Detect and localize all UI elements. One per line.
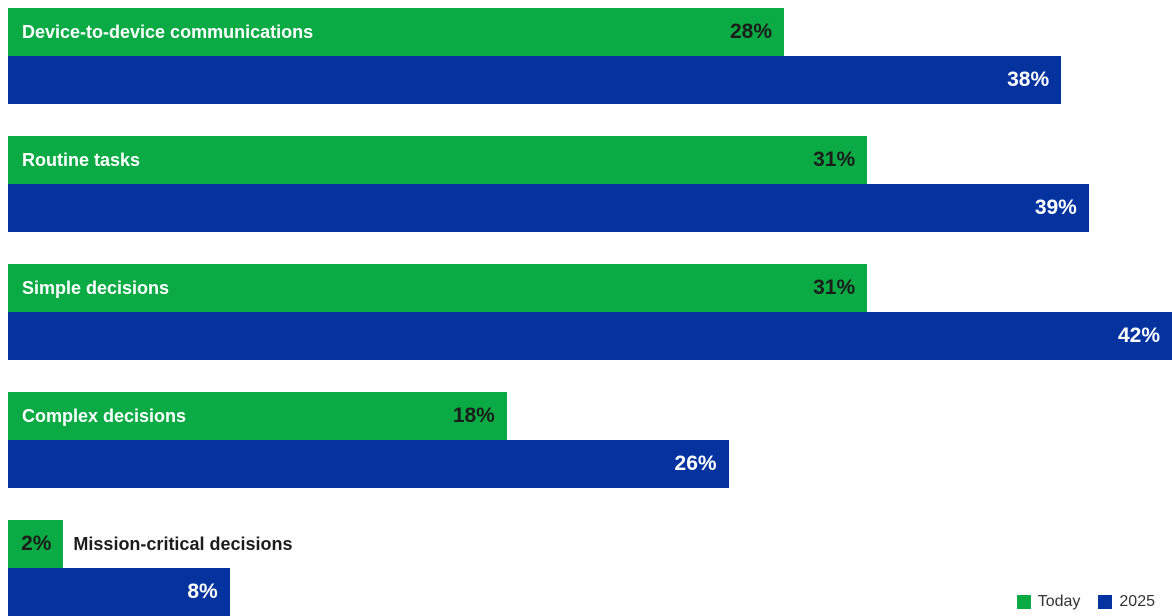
value-label-2025: 8% (187, 580, 218, 603)
bar-2025 (8, 568, 230, 616)
legend-label-today: Today (1037, 593, 1081, 610)
legend-swatch-2025 (1098, 595, 1113, 609)
value-label-today: 2% (21, 532, 52, 555)
bar-today (8, 520, 64, 568)
value-label-today: 31% (813, 276, 856, 299)
bar-today (8, 392, 507, 440)
bar-today (8, 8, 784, 56)
bar-2025 (8, 184, 1089, 232)
legend-item-2025: 2025 (1098, 593, 1155, 611)
legend: Today 2025 (999, 593, 1155, 611)
legend-swatch-today (1016, 595, 1031, 609)
category-label: Mission-critical decisions (73, 534, 293, 554)
legend-item-today: Today (1016, 593, 1081, 611)
value-label-today: 28% (729, 20, 772, 43)
value-label-2025: 26% (674, 452, 717, 475)
bar-2025 (8, 56, 1062, 104)
value-label-today: 18% (452, 404, 495, 427)
value-label-today: 31% (813, 148, 856, 171)
bar-today (8, 264, 868, 312)
category-label: Device-to-device communications (22, 22, 314, 42)
bar-2025 (8, 312, 1172, 360)
value-label-2025: 39% (1034, 196, 1077, 219)
category-label: Complex decisions (22, 406, 187, 426)
category-label: Routine tasks (22, 150, 141, 170)
bar-today (8, 136, 868, 184)
bar-2025 (8, 440, 729, 488)
value-label-2025: 38% (1007, 68, 1050, 91)
category-label: Simple decisions (22, 278, 170, 298)
value-label-2025: 42% (1117, 324, 1160, 347)
legend-label-2025: 2025 (1119, 593, 1155, 610)
